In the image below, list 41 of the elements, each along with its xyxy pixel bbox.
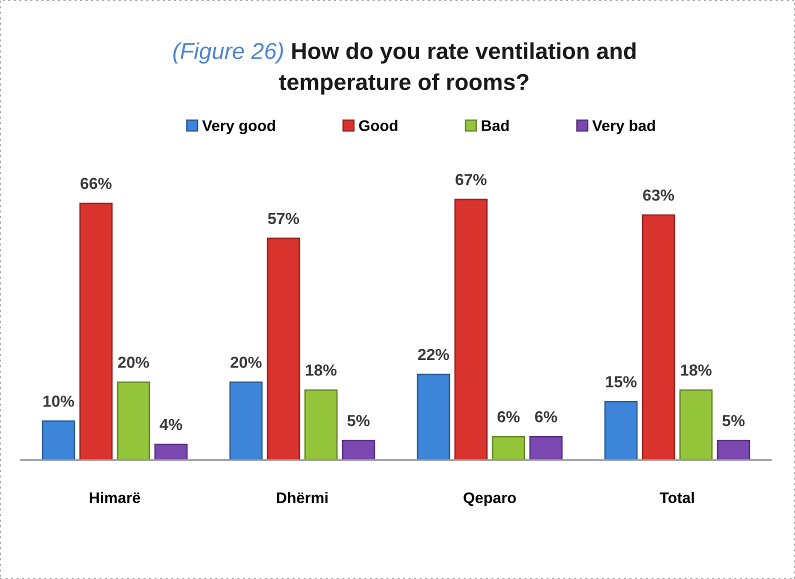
data-label: 18% xyxy=(306,364,337,376)
bar xyxy=(492,436,526,460)
x-tick-label: Dhërmi xyxy=(276,492,328,504)
legend-label: Bad xyxy=(482,120,509,132)
x-tick-label: Total xyxy=(660,492,694,504)
data-label: 57% xyxy=(268,212,300,224)
bar xyxy=(604,400,638,460)
x-tick-label: Qeparo xyxy=(464,492,516,506)
data-label: 5% xyxy=(722,415,745,426)
bar xyxy=(454,198,488,460)
data-label: 67% xyxy=(456,174,487,186)
data-label: 5% xyxy=(347,415,370,426)
bar xyxy=(679,389,713,460)
bar xyxy=(79,202,113,460)
data-label: 15% xyxy=(606,376,637,388)
data-label: 4% xyxy=(160,418,182,430)
bar xyxy=(266,238,300,460)
bar xyxy=(342,440,376,460)
bar xyxy=(116,382,150,460)
data-label: 63% xyxy=(643,189,674,201)
chart-title: (Figure 26) How do you rate ventilation and temperature of rooms? xyxy=(173,42,636,95)
data-label: 6% xyxy=(498,411,520,422)
bar xyxy=(154,444,188,460)
data-label: 10% xyxy=(44,396,74,407)
legend-label: Very bad xyxy=(592,120,655,134)
data-label: 18% xyxy=(681,364,712,376)
data-label: 20% xyxy=(230,356,262,368)
x-tick-label: Himarë xyxy=(90,492,140,504)
bar xyxy=(416,374,450,460)
data-label: 6% xyxy=(535,411,558,422)
bar xyxy=(229,382,263,460)
legend-label: Very good xyxy=(202,120,275,134)
data-label: 20% xyxy=(118,356,150,368)
data-label: 22% xyxy=(418,348,450,360)
bar xyxy=(529,436,563,460)
data-label: 66% xyxy=(80,178,112,190)
bar xyxy=(304,389,338,460)
bar xyxy=(42,420,76,460)
bar xyxy=(642,214,676,460)
legend-label: Good xyxy=(359,120,398,132)
bar xyxy=(716,440,750,460)
